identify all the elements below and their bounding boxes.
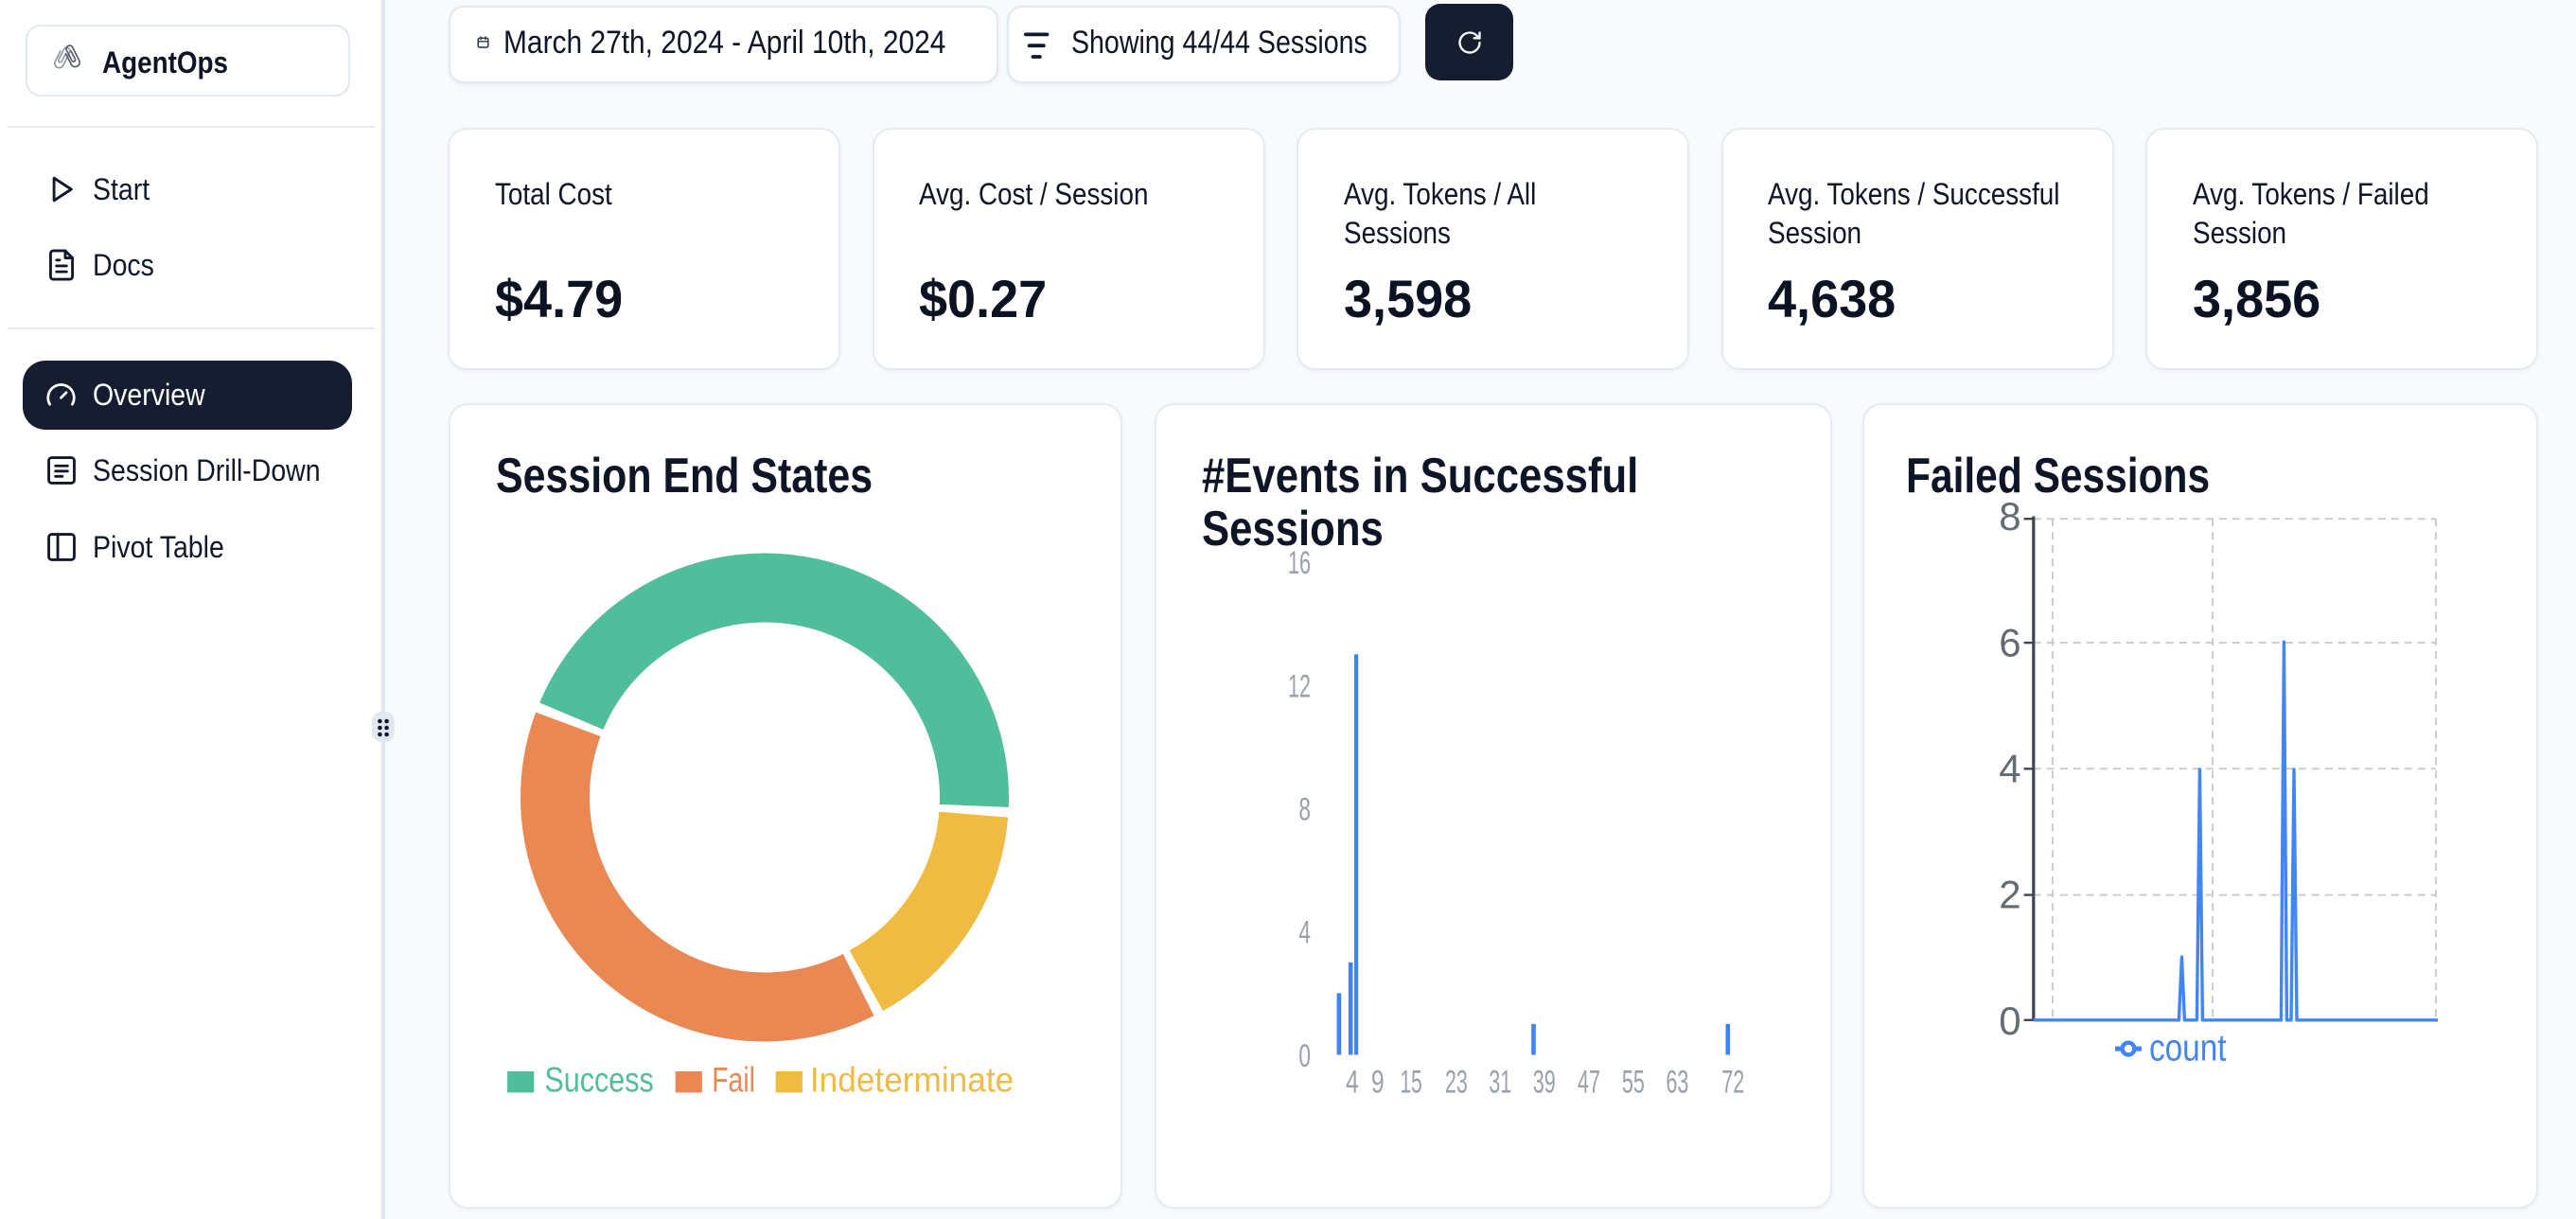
svg-text:12: 12 bbox=[1288, 668, 1311, 704]
svg-text:23: 23 bbox=[1445, 1064, 1468, 1100]
svg-text:8: 8 bbox=[1999, 494, 2020, 539]
svg-text:4: 4 bbox=[1346, 1064, 1359, 1100]
svg-text:Fail: Fail bbox=[712, 1060, 755, 1099]
svg-text:0: 0 bbox=[1298, 1037, 1311, 1073]
svg-text:Success: Success bbox=[544, 1060, 653, 1099]
svg-text:8: 8 bbox=[1298, 791, 1311, 827]
svg-text:39: 39 bbox=[1533, 1064, 1556, 1100]
svg-text:63: 63 bbox=[1666, 1064, 1688, 1100]
svg-text:9: 9 bbox=[1371, 1064, 1385, 1100]
svg-text:6: 6 bbox=[1999, 620, 2020, 664]
svg-text:72: 72 bbox=[1721, 1064, 1744, 1100]
svg-text:31: 31 bbox=[1489, 1064, 1511, 1100]
svg-text:47: 47 bbox=[1578, 1064, 1600, 1100]
svg-text:55: 55 bbox=[1622, 1064, 1645, 1100]
svg-text:2: 2 bbox=[1999, 872, 2020, 916]
svg-text:4: 4 bbox=[1999, 746, 2020, 790]
svg-text:count: count bbox=[2149, 1027, 2227, 1069]
svg-text:Indeterminate: Indeterminate bbox=[810, 1060, 1014, 1099]
svg-text:16: 16 bbox=[1288, 545, 1311, 581]
svg-text:4: 4 bbox=[1298, 914, 1311, 950]
svg-text:15: 15 bbox=[1401, 1064, 1422, 1100]
svg-text:0: 0 bbox=[1999, 998, 2020, 1042]
